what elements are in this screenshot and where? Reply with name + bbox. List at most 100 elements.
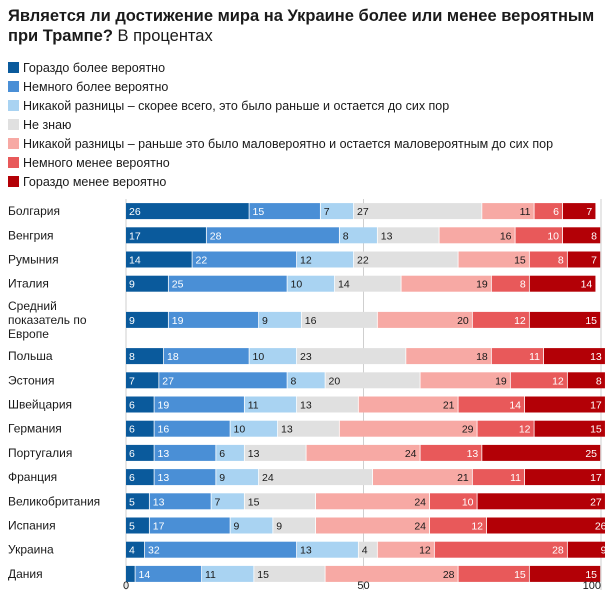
bar-value-label: 13 — [300, 400, 312, 412]
bar-segment — [244, 396, 297, 413]
bar-segment — [354, 203, 482, 220]
bar-segment — [154, 444, 216, 461]
bar-value-label: 28 — [552, 545, 564, 557]
bar-value-label: 6 — [129, 424, 135, 436]
bar-value-label: 7 — [324, 206, 330, 218]
bar-value-label: 15 — [248, 496, 260, 508]
bar-segment — [434, 541, 567, 558]
legend-label: Немного более вероятно — [23, 79, 169, 94]
bar-segment — [458, 251, 529, 268]
bar-segment — [126, 251, 192, 268]
bar-segment — [325, 372, 420, 389]
bar-value-label: 24 — [414, 496, 426, 508]
bar-value-label: 16 — [158, 424, 170, 436]
bar-segment — [515, 227, 563, 244]
bar-value-label: 6 — [553, 206, 559, 218]
bar-segment — [249, 203, 320, 220]
bar-value-label: 8 — [343, 230, 349, 242]
bar-value-label: 13 — [381, 230, 393, 242]
bar-segment — [335, 275, 401, 292]
category-label: Румыния — [8, 253, 59, 267]
bar-segment — [458, 565, 529, 582]
bar-segment — [510, 372, 567, 389]
bar-segment — [567, 251, 601, 268]
bar-value-label: 21 — [443, 400, 455, 412]
bar-value-label: 17 — [129, 230, 141, 242]
bar-segment — [563, 227, 601, 244]
category-label: Швейцария — [8, 398, 72, 412]
bar-value-label: 12 — [300, 255, 312, 267]
bar-segment — [439, 227, 515, 244]
bar-segment — [420, 372, 510, 389]
bar-segment — [206, 227, 339, 244]
category-label: Дания — [8, 567, 43, 581]
bar-value-label: 9 — [129, 315, 135, 327]
bar-value-label: 8 — [558, 255, 564, 267]
bar-segment — [254, 565, 325, 582]
legend-swatch — [8, 119, 19, 130]
bar-segment — [472, 311, 529, 328]
bar-segment — [149, 493, 211, 510]
bar-value-label: 15 — [585, 569, 597, 581]
bar-value-label: 18 — [476, 351, 488, 363]
bar-value-label: 6 — [129, 472, 135, 484]
legend-label: Не знаю — [23, 117, 72, 132]
legend-item: Никакой разницы – скорее всего, это было… — [8, 96, 553, 115]
bar-segment — [164, 348, 249, 365]
category-label: Италия — [8, 277, 49, 291]
bar-value-label: 20 — [457, 315, 469, 327]
bar-value-label: 6 — [219, 448, 225, 460]
bar-value-label: 28 — [210, 230, 222, 242]
bar-value-label: 9 — [219, 472, 225, 484]
bar-segment — [126, 396, 154, 413]
bar-value-label: 5 — [129, 521, 135, 533]
category-label: Испания — [8, 519, 56, 533]
bar-segment — [339, 227, 377, 244]
bar-segment — [202, 565, 254, 582]
bar-segment — [159, 372, 287, 389]
bar-segment — [126, 420, 154, 437]
bar-value-label: 13 — [248, 448, 260, 460]
bar-value-label: 13 — [158, 448, 170, 460]
bar-segment — [525, 469, 605, 486]
legend-label: Никакой разницы – скорее всего, это было… — [23, 98, 450, 113]
bar-value-label: 8 — [520, 279, 526, 291]
bar-value-label: 23 — [300, 351, 312, 363]
bar-value-label: 19 — [158, 400, 170, 412]
category-label: Португалия — [8, 446, 72, 460]
bar-segment — [430, 493, 477, 510]
bar-value-label: 7 — [215, 496, 221, 508]
bar-value-label: 32 — [148, 545, 160, 557]
chart-title: Является ли достижение мира на Украине б… — [8, 6, 600, 46]
bar-segment — [126, 541, 145, 558]
category-label: Эстония — [8, 373, 55, 387]
legend-item: Не знаю — [8, 115, 553, 134]
bar-segment — [297, 541, 358, 558]
bar-value-label: 17 — [590, 472, 602, 484]
bar-segment — [477, 493, 605, 510]
bar-value-label: 5 — [129, 496, 135, 508]
bar-value-label: 15 — [253, 206, 265, 218]
bar-segment — [126, 469, 154, 486]
legend-item: Немного более вероятно — [8, 77, 553, 96]
bar-segment — [377, 227, 439, 244]
bar-value-label: 21 — [457, 472, 469, 484]
bar-segment — [168, 311, 259, 328]
bar-value-label: 10 — [234, 424, 246, 436]
bar-segment — [544, 348, 605, 365]
bar-segment — [126, 493, 149, 510]
bar-value-label: 12 — [552, 375, 564, 387]
legend-swatch — [8, 100, 19, 111]
bar-value-label: 9 — [601, 545, 605, 557]
bar-segment — [529, 275, 596, 292]
bar-value-label: 19 — [495, 375, 507, 387]
bar-value-label: 8 — [591, 230, 597, 242]
bar-segment — [297, 396, 358, 413]
bar-segment — [126, 203, 249, 220]
bar-segment — [211, 493, 244, 510]
bar-segment — [529, 565, 601, 582]
bar-segment — [126, 517, 149, 534]
bar-value-label: 7 — [129, 375, 135, 387]
bar-value-label: 29 — [462, 424, 474, 436]
